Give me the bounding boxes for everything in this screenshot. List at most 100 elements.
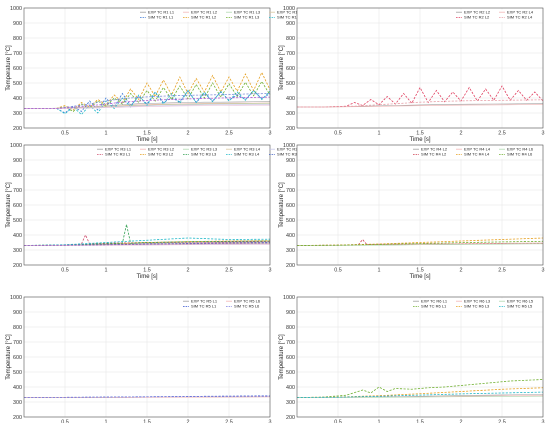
legend-entry: SIM TC R3 L5 [277, 152, 303, 157]
series-line-sim-tc-r2-l4 [297, 99, 544, 108]
chart-panel-4: 0.5 1 1.5 2 2.5 3 200 300 400 500 600 700 800 900 1000… [279, 143, 545, 280]
y-tick-label: 300 [13, 400, 22, 406]
x-tick-label: 3 [269, 268, 272, 274]
chart-panel-5: 0.5 1 1.5 2 2.5 3 200 300 400 500 600 700 800 900 1000… [6, 295, 272, 423]
x-tick-label: 1.5 [143, 268, 151, 274]
y-tick-label: 200 [13, 415, 22, 421]
y-tick-label: 800 [286, 173, 295, 179]
x-tick-label: 0.5 [61, 268, 69, 274]
y-axis-label: Temperature [°C] [279, 45, 285, 91]
series-line-sim-tc-r2-l2 [297, 85, 544, 108]
x-tick-label: 2 [460, 268, 463, 274]
y-tick-label: 900 [286, 21, 295, 27]
legend-entry: EXP TC R1 L1 [148, 10, 175, 15]
y-tick-label: 400 [13, 233, 22, 239]
x-tick-label: 2.5 [225, 268, 233, 274]
y-tick-label: 900 [13, 310, 22, 316]
x-axis-label: Time [s] [136, 137, 157, 143]
y-tick-label: 600 [286, 355, 295, 361]
legend-entry: SIM TC R1 L4 [277, 15, 303, 20]
series-line-sim-tc-r3-l1 [23, 234, 271, 246]
y-tick-label: 1000 [283, 295, 295, 301]
x-tick-label: 0.5 [61, 420, 69, 423]
x-axis-label: Time [s] [409, 137, 430, 143]
chart-panel-6: 0.5 1 1.5 2 2.5 3 200 300 400 500 600 700 800 900 1000… [279, 295, 545, 423]
chart-panel-1: 0.5 1 1.5 2 2.5 3 200 300 400 500 600 700 800 900 1000… [6, 6, 390, 143]
legend-entry: SIM TC R5 L1 [191, 304, 217, 309]
legend-entry: EXP TC R6 L5 [507, 299, 534, 304]
legend-entry: EXP TC R4 L6 [507, 147, 534, 152]
legend-entry: SIM TC R3 L3 [191, 152, 217, 157]
y-tick-label: 300 [13, 248, 22, 254]
x-tick-label: 2.5 [498, 131, 506, 137]
series-line-sim-tc-r6-l1 [296, 379, 544, 398]
y-tick-label: 1000 [283, 6, 295, 12]
series-line-sim-tc-r5-l6 [24, 395, 271, 398]
y-tick-label: 1000 [10, 143, 22, 149]
legend-entry: SIM TC R4 L6 [507, 152, 533, 157]
y-tick-label: 600 [286, 66, 295, 72]
y-tick-label: 500 [13, 370, 22, 376]
y-tick-label: 900 [13, 21, 22, 27]
y-axis-label: Temperature [°C] [6, 45, 12, 91]
legend-entry: EXP TC R3 L3 [191, 147, 218, 152]
y-tick-label: 500 [286, 370, 295, 376]
y-axis-label: Temperature [°C] [6, 334, 12, 380]
axes-frame [296, 144, 544, 266]
legend-entry: EXP TC R2 L4 [507, 10, 534, 15]
legend-entry: SIM TC R6 L3 [464, 304, 490, 309]
series-line-sim-tc-r3-l4 [23, 237, 271, 246]
axes-frame [23, 144, 271, 266]
legend-entry: SIM TC R3 L4 [234, 152, 260, 157]
x-tick-label: 2.5 [498, 268, 506, 274]
x-tick-label: 1 [378, 268, 381, 274]
y-tick-label: 600 [286, 203, 295, 209]
chart-panel-3: 0.5 1 1.5 2 2.5 3 200 300 400 500 600 700 800 900 1000… [6, 143, 347, 280]
y-tick-label: 900 [286, 310, 295, 316]
axes-frame [23, 7, 271, 129]
y-tick-label: 300 [286, 248, 295, 254]
y-tick-label: 1000 [10, 6, 22, 12]
y-tick-label: 800 [286, 325, 295, 331]
y-tick-label: 800 [13, 173, 22, 179]
x-tick-label: 3 [542, 131, 545, 137]
x-tick-label: 2 [187, 268, 190, 274]
x-tick-label: 1 [378, 131, 381, 137]
y-tick-label: 500 [13, 218, 22, 224]
legend-entry: EXP TC R4 L4 [464, 147, 491, 152]
y-tick-label: 700 [286, 340, 295, 346]
y-tick-label: 200 [13, 263, 22, 269]
y-tick-label: 400 [286, 96, 295, 102]
y-tick-label: 1000 [10, 295, 22, 301]
y-tick-label: 400 [13, 385, 22, 391]
legend-entry: EXP TC R3 L5 [277, 147, 304, 152]
x-tick-label: 1.5 [143, 131, 151, 137]
series-line-sim-tc-r1-l6 [24, 96, 271, 109]
y-tick-label: 600 [13, 203, 22, 209]
y-tick-label: 700 [13, 340, 22, 346]
y-tick-label: 400 [286, 233, 295, 239]
x-tick-label: 0.5 [61, 131, 69, 137]
x-axis-label: Time [s] [136, 274, 157, 280]
y-tick-label: 900 [286, 158, 295, 164]
x-tick-label: 2 [460, 131, 463, 137]
legend-entry: EXP TC R5 L6 [234, 299, 261, 304]
y-tick-label: 200 [286, 263, 295, 269]
x-tick-label: 1 [105, 131, 108, 137]
legend-entry: EXP TC R3 L2 [148, 147, 175, 152]
legend-entry: EXP TC R1 L4 [277, 10, 304, 15]
legend-entry: SIM TC R4 L2 [421, 152, 447, 157]
series-line-sim-tc-r1-l1 [24, 89, 271, 114]
y-tick-label: 700 [13, 51, 22, 57]
x-tick-label: 3 [269, 420, 272, 423]
y-tick-label: 200 [286, 415, 295, 421]
series-line-sim-tc-r4-l6 [296, 240, 544, 246]
y-axis-label: Temperature [°C] [279, 334, 285, 380]
legend-entry: SIM TC R2 L4 [507, 15, 533, 20]
x-tick-label: 1.5 [416, 420, 424, 423]
y-tick-label: 700 [13, 188, 22, 194]
series-line-sim-tc-r3-l6 [23, 242, 271, 246]
series-line-exp-tc-r1-l6 [24, 104, 270, 109]
